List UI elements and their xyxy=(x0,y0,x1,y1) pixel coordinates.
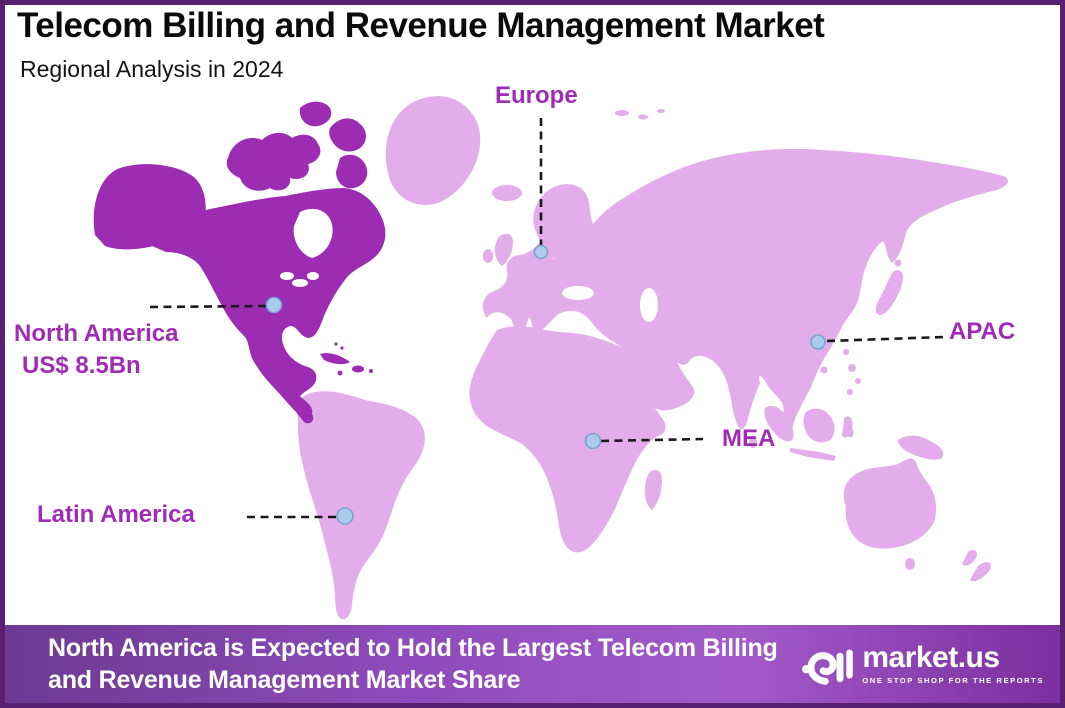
ireland-shape xyxy=(483,249,493,263)
australia-shape xyxy=(843,458,937,549)
region-label-apac: APAC xyxy=(949,318,1016,345)
footer-headline-line1: North America is Expected to Hold the La… xyxy=(48,633,778,662)
region-markers xyxy=(265,244,826,525)
north-america-water xyxy=(280,208,333,287)
region-label-north-america: North America US$ 8.5Bn xyxy=(14,318,178,383)
logo-name: market.us xyxy=(862,641,1000,674)
leader-line-north-america xyxy=(149,304,267,309)
leader-lines xyxy=(149,118,945,519)
tasmania-shape xyxy=(905,558,915,570)
header: Telecom Billing and Revenue Management M… xyxy=(17,6,825,83)
logo-tagline: ONE STOP SHOP FOR THE REPORTS xyxy=(862,676,1044,685)
region-rest-of-world xyxy=(296,96,1008,620)
region-label-mea: MEA xyxy=(722,425,776,452)
marker-latin-america xyxy=(336,507,354,525)
madagascar-shape xyxy=(644,469,662,510)
iceland-shape xyxy=(492,185,522,201)
cuba-shape xyxy=(320,353,350,365)
footer-headline: North America is Expected to Hold the La… xyxy=(48,632,778,697)
uk-shape xyxy=(494,233,513,266)
new-guinea-shape xyxy=(898,435,944,460)
north-america-value: US$ 8.5Bn xyxy=(22,352,141,380)
region-label-europe: Europe xyxy=(495,82,578,109)
greenland-shape xyxy=(385,96,481,205)
africa-shape xyxy=(469,326,666,553)
market-us-logo-icon xyxy=(802,649,854,685)
south-america-shape xyxy=(296,391,425,620)
market-us-logo-text: market.us ONE STOP SHOP FOR THE REPORTS xyxy=(862,641,1044,686)
footer-headline-line2: and Revenue Management Market Share xyxy=(48,666,521,694)
marker-mea xyxy=(584,432,602,450)
page-title: Telecom Billing and Revenue Management M… xyxy=(17,6,825,45)
inland-seas xyxy=(562,286,658,322)
marker-europe xyxy=(533,244,549,260)
marker-apac xyxy=(810,334,826,350)
leader-line-apac xyxy=(826,335,945,343)
page-subtitle: Regional Analysis in 2024 xyxy=(20,56,284,83)
marker-north-america xyxy=(265,296,283,314)
leader-line-mea xyxy=(600,437,704,443)
new-zealand-shape xyxy=(962,549,977,566)
footer-banner: North America is Expected to Hold the La… xyxy=(5,625,1060,703)
market-us-logo: market.us ONE STOP SHOP FOR THE REPORTS xyxy=(801,640,1044,688)
eurasia-shape xyxy=(482,148,1008,434)
region-label-latin-america: Latin America xyxy=(37,501,195,528)
japan-shape xyxy=(875,269,904,315)
north-america-label: North America xyxy=(14,320,179,347)
